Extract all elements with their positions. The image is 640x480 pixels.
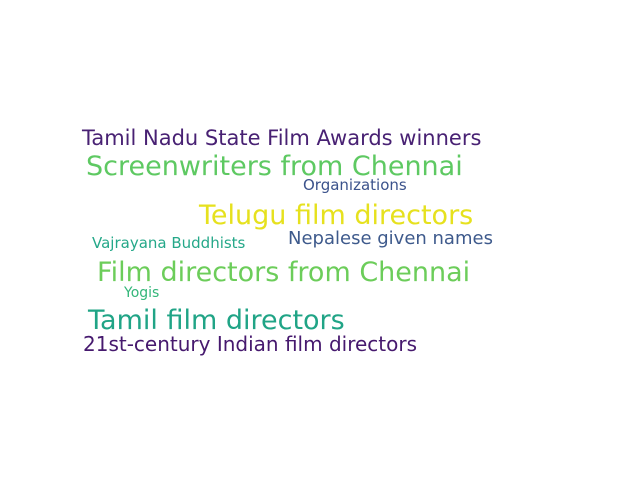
word-tamil-film-directors: Tamil film directors — [88, 305, 345, 336]
word-vajrayana-buddhists: Vajrayana Buddhists — [92, 234, 246, 252]
word-21st-century-indian-film-directors: 21st-century Indian film directors — [83, 332, 418, 356]
word-film-directors-from-chennai: Film directors from Chennai — [97, 257, 471, 288]
word-tamil-nadu-state-film-awards-winners: Tamil Nadu State Film Awards winners — [82, 126, 482, 150]
word-yogis: Yogis — [124, 285, 160, 301]
word-nepalese-given-names: Nepalese given names — [288, 228, 493, 249]
word-telugu-film-directors: Telugu film directors — [199, 200, 474, 231]
word-screenwriters-from-chennai: Screenwriters from Chennai — [86, 151, 463, 182]
word-organizations: Organizations — [303, 176, 407, 194]
